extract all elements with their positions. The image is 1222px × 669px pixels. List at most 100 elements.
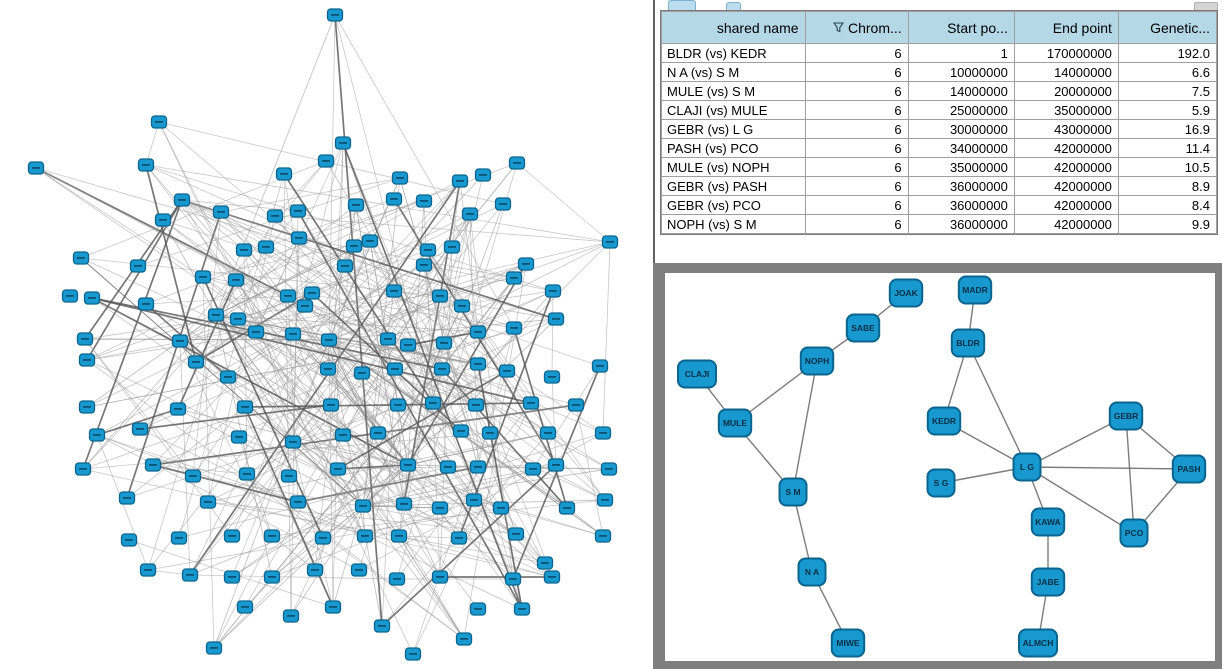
network-node[interactable]: [284, 435, 302, 449]
cell-shared-name[interactable]: MULE (vs) S M: [662, 82, 805, 100]
network-node[interactable]: [350, 563, 368, 577]
network-node[interactable]: [257, 240, 275, 254]
network-node[interactable]: [207, 308, 225, 322]
network-node[interactable]: [322, 398, 340, 412]
network-node[interactable]: [129, 259, 147, 273]
network-node[interactable]: [361, 234, 379, 248]
network-node[interactable]: [72, 251, 90, 265]
cell-value[interactable]: 10000000: [908, 63, 1014, 81]
network-node-pash[interactable]: PASH: [1171, 454, 1207, 484]
network-node[interactable]: [467, 398, 485, 412]
network-node[interactable]: [329, 462, 347, 476]
network-node[interactable]: [481, 426, 499, 440]
network-node[interactable]: [524, 462, 542, 476]
network-node[interactable]: [78, 353, 96, 367]
network-node[interactable]: [74, 462, 92, 476]
network-node[interactable]: [205, 641, 223, 655]
network-node[interactable]: [263, 570, 281, 584]
network-node[interactable]: [83, 291, 101, 305]
network-node[interactable]: [263, 529, 281, 543]
network-node[interactable]: [424, 396, 442, 410]
cell-shared-name[interactable]: PASH (vs) PCO: [662, 139, 805, 157]
cell-value[interactable]: 6: [805, 101, 908, 119]
network-node[interactable]: [594, 529, 612, 543]
network-node[interactable]: [120, 533, 138, 547]
cell-value[interactable]: 6: [805, 177, 908, 195]
detail-network[interactable]: JOAK SABE NOPH CLAJI MULE MADR BLDR KEDR GEBR L G…: [665, 273, 1215, 661]
network-node[interactable]: [296, 299, 314, 313]
network-node[interactable]: [567, 398, 585, 412]
network-node[interactable]: [385, 192, 403, 206]
network-node[interactable]: [522, 396, 540, 410]
network-node[interactable]: [27, 161, 45, 175]
table-row[interactable]: PASH (vs) PCO 6 34000000 42000000 11.4: [662, 139, 1216, 157]
table-row[interactable]: CLAJI (vs) MULE 6 25000000 35000000 5.9: [662, 101, 1216, 119]
cell-value[interactable]: 16.9: [1118, 120, 1216, 138]
cell-value[interactable]: 6: [805, 158, 908, 176]
cell-value[interactable]: 25000000: [908, 101, 1014, 119]
network-node[interactable]: [334, 428, 352, 442]
network-node-kawa[interactable]: KAWA: [1030, 507, 1066, 537]
cell-value[interactable]: 42000000: [1014, 177, 1118, 195]
network-node[interactable]: [465, 493, 483, 507]
network-node[interactable]: [594, 426, 612, 440]
cell-shared-name[interactable]: GEBR (vs) PCO: [662, 196, 805, 214]
network-node[interactable]: [290, 231, 308, 245]
table-row[interactable]: N A (vs) S M 6 10000000 14000000 6.6: [662, 63, 1216, 81]
cell-value[interactable]: 1: [908, 44, 1014, 62]
network-node-claji[interactable]: CLAJI: [677, 359, 717, 389]
network-node[interactable]: [131, 422, 149, 436]
network-node[interactable]: [517, 257, 535, 271]
network-node[interactable]: [194, 270, 212, 284]
column-header-chrom---[interactable]: Chrom...: [805, 12, 908, 43]
network-node[interactable]: [415, 258, 433, 272]
cell-value[interactable]: 10.5: [1118, 158, 1216, 176]
network-node[interactable]: [275, 167, 293, 181]
network-node[interactable]: [439, 460, 457, 474]
network-node[interactable]: [139, 563, 157, 577]
network-node[interactable]: [404, 647, 422, 661]
cell-value[interactable]: 8.4: [1118, 196, 1216, 214]
network-node[interactable]: [170, 531, 188, 545]
network-node[interactable]: [379, 332, 397, 346]
network-node[interactable]: [600, 462, 618, 476]
network-node[interactable]: [289, 204, 307, 218]
cell-shared-name[interactable]: N A (vs) S M: [662, 63, 805, 81]
table-row[interactable]: MULE (vs) S M 6 14000000 20000000 7.5: [662, 82, 1216, 100]
network-node[interactable]: [345, 239, 363, 253]
network-node[interactable]: [390, 529, 408, 543]
network-node[interactable]: [171, 334, 189, 348]
network-node-s-m[interactable]: S M: [778, 477, 808, 507]
table-row[interactable]: NOPH (vs) S M 6 36000000 42000000 9.9: [662, 215, 1216, 233]
network-node-bldr[interactable]: BLDR: [950, 328, 986, 358]
network-node[interactable]: [235, 243, 253, 257]
cell-value[interactable]: 6: [805, 82, 908, 100]
network-node[interactable]: [314, 531, 332, 545]
network-node[interactable]: [169, 402, 187, 416]
network-node[interactable]: [543, 570, 561, 584]
network-node[interactable]: [399, 458, 417, 472]
column-header-start-po---[interactable]: Start po...: [908, 12, 1014, 43]
cell-value[interactable]: 6: [805, 44, 908, 62]
table-toolbar-button[interactable]: [668, 0, 696, 10]
table-row[interactable]: GEBR (vs) L G 6 30000000 43000000 16.9: [662, 120, 1216, 138]
network-node[interactable]: [324, 600, 342, 614]
network-node[interactable]: [505, 321, 523, 335]
column-header-shared-name[interactable]: shared name: [662, 12, 805, 43]
cell-value[interactable]: 192.0: [1118, 44, 1216, 62]
cell-value[interactable]: 30000000: [908, 120, 1014, 138]
network-node[interactable]: [230, 430, 248, 444]
network-node[interactable]: [547, 312, 565, 326]
network-node[interactable]: [78, 400, 96, 414]
cell-value[interactable]: 6: [805, 215, 908, 233]
network-node[interactable]: [236, 400, 254, 414]
network-node[interactable]: [435, 336, 453, 350]
network-node[interactable]: [212, 205, 230, 219]
network-node[interactable]: [334, 136, 352, 150]
network-node[interactable]: [184, 469, 202, 483]
network-node-gebr[interactable]: GEBR: [1108, 401, 1144, 431]
overview-network[interactable]: [0, 0, 653, 669]
cell-value[interactable]: 14000000: [908, 82, 1014, 100]
network-node[interactable]: [539, 426, 557, 440]
network-node[interactable]: [455, 632, 473, 646]
